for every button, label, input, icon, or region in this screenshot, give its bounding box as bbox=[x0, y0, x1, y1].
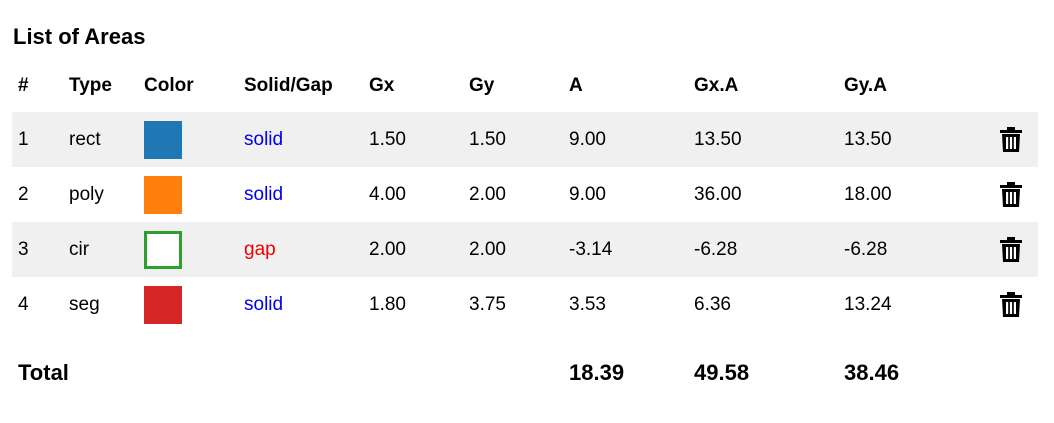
color-swatch[interactable] bbox=[144, 120, 182, 159]
row-gya: 13.24 bbox=[838, 277, 962, 332]
header-row: # Type Color Solid/Gap Gx Gy A Gx.A Gy.A bbox=[12, 60, 1038, 112]
row-actions bbox=[962, 222, 1038, 277]
row-mode-cell: solid bbox=[238, 112, 363, 167]
col-header-gya: Gy.A bbox=[844, 75, 887, 96]
row-gx: 2.00 bbox=[363, 222, 463, 277]
row-mode-cell: solid bbox=[238, 167, 363, 222]
trash-icon[interactable] bbox=[1000, 291, 1022, 318]
row-gy: 3.75 bbox=[463, 277, 563, 332]
row-type: poly bbox=[63, 167, 138, 222]
row-a: 3.53 bbox=[563, 277, 688, 332]
trash-icon[interactable] bbox=[1000, 181, 1022, 208]
total-gxa: 49.58 bbox=[688, 332, 838, 406]
trash-icon[interactable] bbox=[1000, 126, 1022, 153]
color-swatch[interactable] bbox=[144, 230, 182, 269]
row-index: 2 bbox=[12, 167, 63, 222]
row-color bbox=[138, 277, 238, 332]
solid-gap-toggle[interactable]: gap bbox=[244, 238, 276, 260]
row-gx: 1.80 bbox=[363, 277, 463, 332]
color-swatch[interactable] bbox=[144, 175, 182, 214]
solid-gap-toggle[interactable]: solid bbox=[244, 183, 284, 205]
trash-icon[interactable] bbox=[1000, 236, 1022, 263]
row-gxa: -6.28 bbox=[688, 222, 838, 277]
col-header-a: A bbox=[569, 75, 583, 96]
page-title: List of Areas bbox=[13, 24, 146, 49]
row-mode-cell: gap bbox=[238, 222, 363, 277]
row-a: -3.14 bbox=[563, 222, 688, 277]
row-color bbox=[138, 112, 238, 167]
solid-gap-toggle[interactable]: solid bbox=[244, 128, 284, 150]
row-gya: 13.50 bbox=[838, 112, 962, 167]
solid-gap-toggle[interactable]: solid bbox=[244, 293, 284, 315]
col-header-gx: Gx bbox=[369, 75, 395, 96]
row-gxa: 6.36 bbox=[688, 277, 838, 332]
table-row: 2 poly solid 4.00 2.00 9.00 36.00 18.00 bbox=[12, 167, 1038, 222]
row-actions bbox=[962, 167, 1038, 222]
col-header-solid-gap: Solid/Gap bbox=[244, 75, 333, 96]
row-gy: 2.00 bbox=[463, 167, 563, 222]
row-type: rect bbox=[63, 112, 138, 167]
col-header-type: Type bbox=[69, 75, 112, 96]
areas-table: # Type Color Solid/Gap Gx Gy A Gx.A Gy.A… bbox=[12, 60, 1038, 406]
col-header-color: Color bbox=[144, 75, 194, 96]
total-spacer bbox=[962, 332, 1038, 406]
table-body: 1 rect solid 1.50 1.50 9.00 13.50 13.50 2 poly sol… bbox=[12, 112, 1038, 332]
row-gxa: 13.50 bbox=[688, 112, 838, 167]
row-gx: 1.50 bbox=[363, 112, 463, 167]
row-gya: 18.00 bbox=[838, 167, 962, 222]
row-gy: 2.00 bbox=[463, 222, 563, 277]
row-type: seg bbox=[63, 277, 138, 332]
table-row: 4 seg solid 1.80 3.75 3.53 6.36 13.24 bbox=[12, 277, 1038, 332]
row-a: 9.00 bbox=[563, 167, 688, 222]
row-color bbox=[138, 222, 238, 277]
total-gya: 38.46 bbox=[838, 332, 962, 406]
row-gy: 1.50 bbox=[463, 112, 563, 167]
col-header-index: # bbox=[18, 75, 29, 96]
col-header-gxa: Gx.A bbox=[694, 75, 739, 96]
color-swatch[interactable] bbox=[144, 285, 182, 324]
table-row: 3 cir gap 2.00 2.00 -3.14 -6.28 -6.28 bbox=[12, 222, 1038, 277]
row-type: cir bbox=[63, 222, 138, 277]
total-a: 18.39 bbox=[563, 332, 688, 406]
row-index: 1 bbox=[12, 112, 63, 167]
row-gxa: 36.00 bbox=[688, 167, 838, 222]
col-header-actions bbox=[962, 60, 1038, 112]
table-row: 1 rect solid 1.50 1.50 9.00 13.50 13.50 bbox=[12, 112, 1038, 167]
total-row: Total 18.39 49.58 38.46 bbox=[12, 332, 1038, 406]
row-color bbox=[138, 167, 238, 222]
row-actions bbox=[962, 277, 1038, 332]
total-label: Total bbox=[12, 332, 563, 406]
row-index: 3 bbox=[12, 222, 63, 277]
col-header-gy: Gy bbox=[469, 75, 495, 96]
row-index: 4 bbox=[12, 277, 63, 332]
row-gya: -6.28 bbox=[838, 222, 962, 277]
row-mode-cell: solid bbox=[238, 277, 363, 332]
row-gx: 4.00 bbox=[363, 167, 463, 222]
row-actions bbox=[962, 112, 1038, 167]
row-a: 9.00 bbox=[563, 112, 688, 167]
